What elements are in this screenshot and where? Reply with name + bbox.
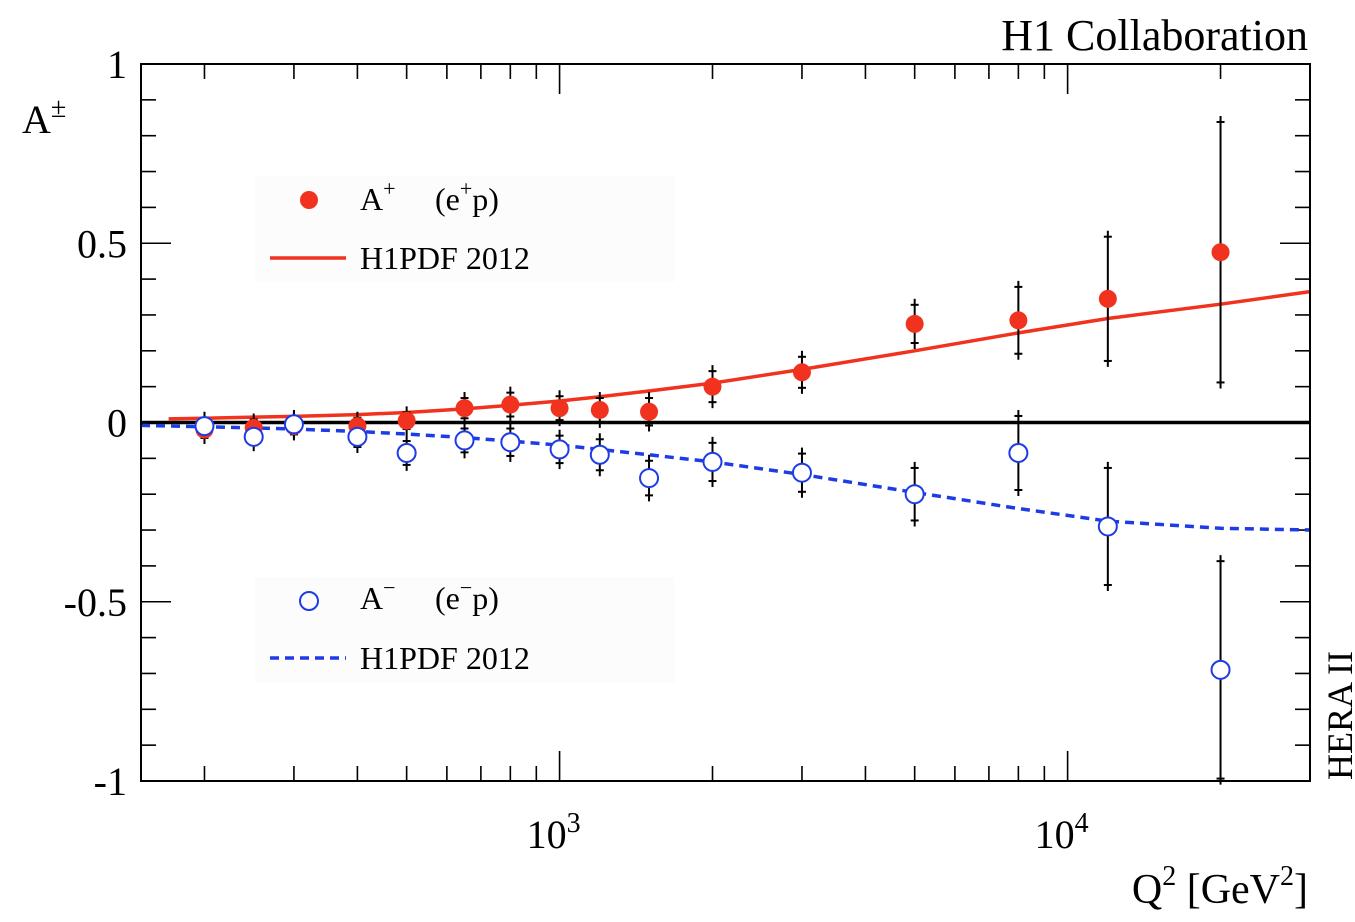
- y-axis-title-sup: ±: [51, 93, 66, 124]
- y-tick-label: 0: [107, 401, 127, 446]
- data-point-negative: [1008, 442, 1029, 463]
- data-point-negative: [1210, 659, 1231, 680]
- y-axis-title: A±: [22, 93, 66, 142]
- data-point-negative: [702, 451, 723, 472]
- x-tick-label-base: 10: [527, 812, 567, 857]
- legend-label-positive: A+ (e+p): [360, 176, 499, 217]
- y-axis-title-base: A: [22, 97, 51, 142]
- legend-box-positive: [255, 176, 675, 282]
- x-axis-title-close: ]: [1294, 867, 1308, 913]
- y-tick-label: 1: [107, 42, 127, 87]
- data-point-negative: [549, 439, 570, 460]
- theory-curve-positive: [168, 289, 1311, 421]
- x-tick-labels: 103 104: [527, 808, 1089, 857]
- y-tick-label: -1: [94, 759, 127, 804]
- x-tick-label-exp: 3: [567, 808, 581, 839]
- data-point-positive: [590, 400, 609, 419]
- x-axis-title: Q2 [GeV2]: [1132, 861, 1308, 913]
- x-axis-title-sup2: 2: [1280, 861, 1294, 892]
- data-point-positive: [1098, 289, 1117, 308]
- legend-label-negative-curve: H1PDF 2012: [360, 640, 530, 676]
- data-point-negative: [243, 426, 264, 447]
- data-point-negative: [1097, 516, 1118, 537]
- data-point-positive: [1009, 311, 1028, 330]
- legend-marker-positive: [300, 191, 318, 209]
- x-tick-label: 103: [527, 808, 581, 857]
- data-point-negative: [589, 444, 610, 465]
- legend-symbol-sup: +: [383, 176, 395, 201]
- legend-marker-negative: [299, 591, 319, 611]
- legend-reaction-close: p): [472, 181, 499, 217]
- data-point-negative: [639, 468, 660, 489]
- data-point-negative: [454, 430, 475, 451]
- x-tick-label-exp: 4: [1075, 808, 1089, 839]
- collaboration-label: H1 Collaboration: [1001, 11, 1308, 60]
- x-axis-title-base: Q: [1132, 867, 1162, 913]
- data-point-positive: [397, 411, 416, 430]
- data-point-positive: [792, 363, 811, 382]
- theory-curves: [140, 289, 1311, 532]
- data-point-positive: [501, 395, 520, 414]
- legend-label-negative: A− (e−p): [360, 575, 499, 616]
- x-axis-title-units: [GeV: [1176, 867, 1280, 913]
- data-point-positive: [640, 402, 659, 421]
- data-point-positive: [550, 399, 569, 418]
- data-point-positive: [905, 314, 924, 333]
- hera-label: HERA II: [1320, 651, 1355, 780]
- legend-reaction-sup: −: [460, 575, 472, 600]
- legend-reaction-sup: +: [460, 176, 472, 201]
- legend-reaction-close: p): [472, 580, 499, 616]
- legend-symbol-sup: −: [383, 575, 395, 600]
- x-tick-label: 104: [1035, 808, 1089, 857]
- x-tick-label-base: 10: [1035, 812, 1075, 857]
- legend-reaction: (e: [435, 181, 460, 217]
- data-markers: [194, 243, 1231, 680]
- data-point-negative: [791, 462, 812, 483]
- plot-frame: [140, 63, 1311, 782]
- data-point-negative: [396, 442, 417, 463]
- data-point-negative: [904, 484, 925, 505]
- y-tick-label: -0.5: [64, 580, 127, 625]
- y-tick-labels: 1 0.5 0 -0.5 -1: [64, 42, 127, 804]
- data-point-negative: [347, 426, 368, 447]
- legend-reaction: (e: [435, 580, 460, 616]
- x-axis-title-sup1: 2: [1162, 861, 1176, 892]
- data-point-positive: [1211, 243, 1230, 262]
- legend-box-negative: [255, 577, 675, 683]
- data-point-negative: [283, 414, 304, 435]
- data-point-negative: [500, 432, 521, 453]
- legend-label-positive-curve: H1PDF 2012: [360, 240, 530, 276]
- y-tick-label: 0.5: [77, 221, 127, 266]
- legend-symbol: A: [360, 580, 383, 616]
- legend-symbol: A: [360, 181, 383, 217]
- data-point-negative: [194, 416, 215, 437]
- theory-curve-negative: [140, 423, 1311, 532]
- data-point-positive: [703, 377, 722, 396]
- data-point-positive: [455, 399, 474, 418]
